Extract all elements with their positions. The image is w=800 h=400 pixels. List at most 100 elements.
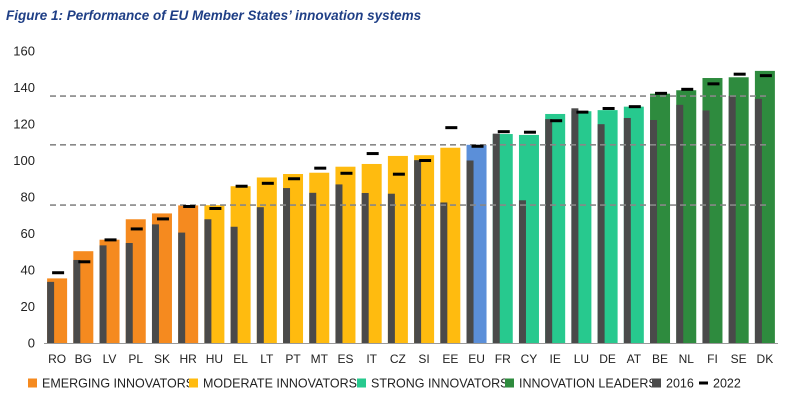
x-tick-label-lu: LU [574,352,589,366]
bar-2016-hu [204,219,212,343]
marker-2022-ro [52,271,65,275]
x-tick-label-be: BE [652,352,668,366]
bar-2016-fr [492,133,500,343]
bar-2016-ee [440,202,448,343]
x-tick-label-ie: IE [550,352,561,366]
bar-2016-si [414,160,422,343]
x-tick-label-pl: PL [128,352,143,366]
x-tick-label-fr: FR [495,352,511,366]
marker-2022-pt [288,177,301,181]
marker-2022-es [340,171,353,175]
bar-2016-lu [571,108,579,344]
bar-2016-at [623,117,631,343]
bar-2016-el [230,226,238,343]
x-tick-label-at: AT [627,352,642,366]
marker-2022-se [733,72,746,76]
y-tick-label: 40 [21,263,35,278]
legend-label-2022: 2022 [713,377,741,391]
bar-2016-it [361,192,369,343]
marker-2022-eu [471,144,484,148]
marker-2022-cz [392,172,405,176]
legend-marker-2022 [699,381,708,385]
x-tick-label-si: SI [418,352,429,366]
legend-swatch-emerging [28,378,37,388]
x-tick-label-lt: LT [260,352,274,366]
bar-2016-de [597,124,605,344]
y-tick-label: 60 [21,226,35,241]
legend-label-emerging: EMERGING INNOVATORS [42,377,194,391]
legend-label-2016: 2016 [666,377,694,391]
legend: EMERGING INNOVATORS MODERATE INNOVATORS ST… [28,377,741,391]
y-tick-label: 140 [13,80,35,95]
y-tick-label: 100 [13,153,35,168]
x-tick-label-de: DE [599,352,616,366]
marker-2022-el [235,184,248,188]
y-tick-label: 80 [21,190,35,205]
marker-2022-bg [78,260,91,264]
marker-2022-lu [576,110,589,114]
bar-2016-lt [256,207,264,343]
bar-2016-es [335,184,343,343]
bar-2016-pt [283,188,291,343]
legend-label-leader: INNOVATION LEADERS [519,377,657,391]
bar-2016-dk [754,98,762,343]
legend-label-moderate: MODERATE INNOVATORS [203,377,357,391]
x-tick-label-cz: CZ [390,352,406,366]
x-tick-label-it: IT [366,352,377,366]
bar-2016-bg [73,259,81,343]
marker-2022-lt [261,181,274,185]
marker-2022-lv [104,238,117,242]
bar-2016-eu [466,160,474,343]
bar-2016-fi [702,110,710,344]
x-tick-label-cy: CY [521,352,538,366]
bar-2016-mt [309,192,317,343]
markers-2022 [52,72,772,275]
marker-2022-ee [445,126,458,130]
reference-lines [50,95,770,206]
y-tick-label: 120 [13,117,35,132]
bar-2016-cz [387,193,395,343]
y-axis-ticks: 0 20 40 60 80 100 120 140 160 [13,44,35,351]
marker-2022-dk [759,74,772,78]
x-tick-label-se: SE [731,352,747,366]
y-tick-label: 20 [21,299,35,314]
marker-2022-nl [681,87,694,91]
marker-2022-fi [707,82,720,86]
x-tick-label-ro: RO [48,352,66,366]
bar-2016-hr [178,232,186,343]
legend-swatch-2016 [652,378,661,388]
legend-swatch-moderate [189,378,198,388]
marker-2022-ie [550,119,563,123]
legend-swatch-strong [357,378,366,388]
bars-2016 [47,96,762,344]
x-tick-label-hu: HU [206,352,223,366]
marker-2022-cy [523,130,536,134]
x-tick-label-nl: NL [679,352,695,366]
x-tick-label-ee: EE [442,352,458,366]
marker-2022-mt [314,166,327,170]
bar-2016-sk [151,224,159,343]
marker-2022-si [419,159,432,162]
x-tick-label-es: ES [337,352,353,366]
bar-2016-nl [676,104,684,344]
y-tick-label: 160 [13,44,35,59]
marker-2022-it [366,152,379,156]
marker-2022-pl [130,227,143,231]
legend-swatch-leader [505,378,514,388]
marker-2022-hu [209,206,222,210]
x-tick-label-bg: BG [75,352,92,366]
bar-2016-ro [47,281,55,343]
marker-2022-de [602,106,615,110]
legend-label-strong: STRONG INNOVATORS [371,377,509,391]
x-tick-label-hr: HR [180,352,198,366]
bar-2016-cy [518,200,526,343]
x-tick-label-fi: FI [707,352,718,366]
x-tick-label-el: EL [233,352,248,366]
marker-2022-sk [156,217,169,221]
x-tick-label-mt: MT [311,352,329,366]
bar-2016-ie [545,119,553,343]
bar-2016-pl [125,242,133,343]
x-tick-label-pt: PT [285,352,301,366]
marker-2022-be [655,91,668,95]
marker-2022-fr [497,130,510,134]
